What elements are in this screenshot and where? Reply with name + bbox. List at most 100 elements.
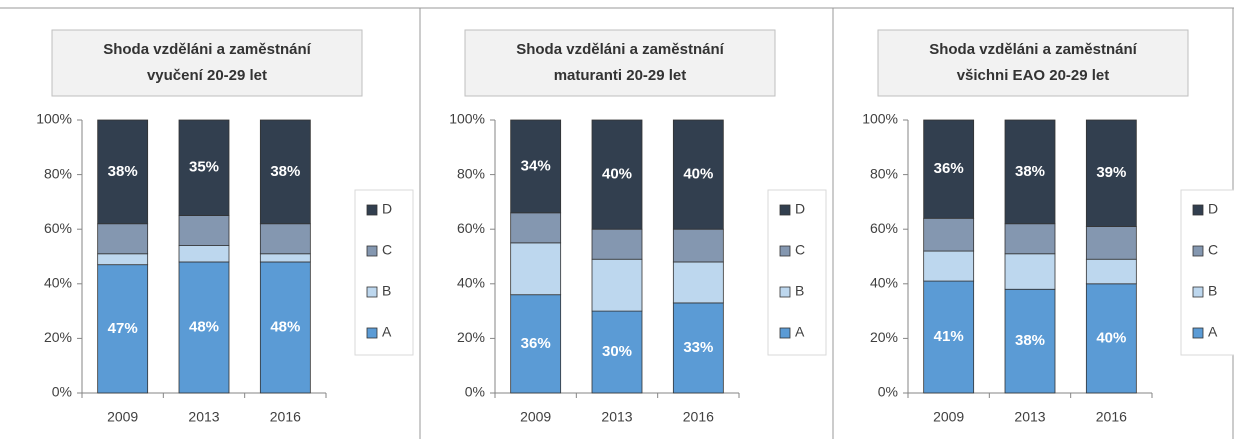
legend-swatch	[366, 286, 378, 298]
bar-segment	[510, 294, 562, 394]
legend-label: D	[1208, 201, 1218, 217]
legend-swatch	[366, 204, 378, 216]
y-tick-label: 100%	[862, 111, 898, 127]
chart-title: vyučení 20-29 let	[147, 67, 267, 84]
x-tick-label: 2009	[933, 409, 964, 425]
data-label: 40%	[602, 166, 632, 183]
bar-segment	[1085, 283, 1137, 394]
x-tick-label: 2009	[520, 409, 551, 425]
y-tick-label: 100%	[449, 111, 485, 127]
data-label: 38%	[1015, 163, 1045, 180]
legend-box	[1180, 189, 1234, 356]
bar-segment	[259, 119, 311, 225]
bar-segment	[591, 310, 643, 394]
bar-segment	[97, 119, 149, 225]
y-tick-label: 60%	[44, 220, 72, 236]
legend-label: B	[795, 283, 804, 299]
bar-segment	[259, 261, 311, 394]
bar-segment	[672, 261, 724, 304]
data-label: 48%	[189, 318, 219, 335]
y-tick-label: 20%	[44, 329, 72, 345]
chart-title: maturanti 20-29 let	[554, 67, 687, 84]
data-label: 33%	[683, 339, 713, 356]
y-tick-label: 100%	[36, 111, 72, 127]
legend-label: D	[382, 201, 392, 217]
bar-segment	[178, 245, 230, 263]
bar-segment	[1085, 119, 1137, 227]
bar-segment	[178, 119, 230, 216]
x-tick-label: 2009	[107, 409, 138, 425]
bar-segment	[923, 217, 975, 252]
legend-label: B	[382, 283, 391, 299]
data-label: 39%	[1096, 164, 1126, 181]
bar-segment	[97, 223, 149, 255]
legend-swatch	[1192, 245, 1204, 257]
legend-swatch	[1192, 286, 1204, 298]
bar-segment	[1004, 288, 1056, 394]
bar-segment	[672, 119, 724, 230]
bar-segment	[591, 258, 643, 312]
chart-title: Shoda vzděláni a zaměstnání	[929, 41, 1137, 58]
y-tick-label: 40%	[870, 275, 898, 291]
x-tick-label: 2013	[601, 409, 632, 425]
legend-label: D	[795, 201, 805, 217]
bar-segment	[672, 228, 724, 263]
data-label: 34%	[521, 157, 551, 174]
legend-label: A	[795, 324, 805, 340]
data-label: 41%	[934, 328, 964, 345]
y-tick-label: 40%	[44, 275, 72, 291]
legend-label: C	[1208, 242, 1218, 258]
bar-segment	[1004, 223, 1056, 255]
legend-swatch	[366, 327, 378, 339]
data-label: 36%	[934, 160, 964, 177]
bar-segment	[1085, 258, 1137, 285]
bar-segment	[923, 119, 975, 219]
x-tick-label: 2013	[188, 409, 219, 425]
chart-title: Shoda vzděláni a zaměstnání	[516, 41, 724, 58]
legend-swatch	[779, 245, 791, 257]
legend-swatch	[779, 327, 791, 339]
legend-swatch	[366, 245, 378, 257]
bar-segment	[259, 223, 311, 255]
data-label: 36%	[521, 335, 551, 352]
bar-segment	[923, 250, 975, 282]
data-label: 30%	[602, 343, 632, 360]
title-box	[464, 29, 776, 97]
x-tick-label: 2013	[1014, 409, 1045, 425]
y-tick-label: 80%	[870, 165, 898, 181]
legend-label: C	[795, 242, 805, 258]
y-tick-label: 60%	[870, 220, 898, 236]
data-label: 35%	[189, 159, 219, 176]
y-tick-label: 0%	[878, 384, 898, 400]
bar-segment	[591, 228, 643, 260]
bar-segment	[1085, 226, 1137, 260]
bar-segment	[510, 119, 562, 214]
data-label: 40%	[1096, 329, 1126, 346]
title-box	[877, 29, 1189, 97]
data-label: 38%	[108, 163, 138, 180]
legend-box	[354, 189, 414, 356]
y-tick-label: 40%	[457, 275, 485, 291]
chart-title: všichni EAO 20-29 let	[957, 67, 1110, 84]
legend-label: C	[382, 242, 392, 258]
bar-segment	[178, 215, 230, 246]
legend-label: A	[382, 324, 392, 340]
bar-segment	[510, 212, 562, 244]
x-tick-label: 2016	[1096, 409, 1127, 425]
data-label: 38%	[270, 163, 300, 180]
data-label: 40%	[683, 166, 713, 183]
y-tick-label: 20%	[457, 329, 485, 345]
data-label: 47%	[108, 320, 138, 337]
legend-swatch	[779, 204, 791, 216]
x-tick-label: 2016	[270, 409, 301, 425]
title-box	[51, 29, 363, 97]
y-tick-label: 60%	[457, 220, 485, 236]
bar-segment	[591, 119, 643, 230]
y-tick-label: 0%	[465, 384, 485, 400]
bar-segment	[672, 302, 724, 394]
y-tick-label: 80%	[44, 165, 72, 181]
legend-swatch	[779, 286, 791, 298]
y-tick-label: 20%	[870, 329, 898, 345]
chart-title: Shoda vzděláni a zaměstnání	[103, 41, 311, 58]
legend-box	[767, 189, 827, 356]
